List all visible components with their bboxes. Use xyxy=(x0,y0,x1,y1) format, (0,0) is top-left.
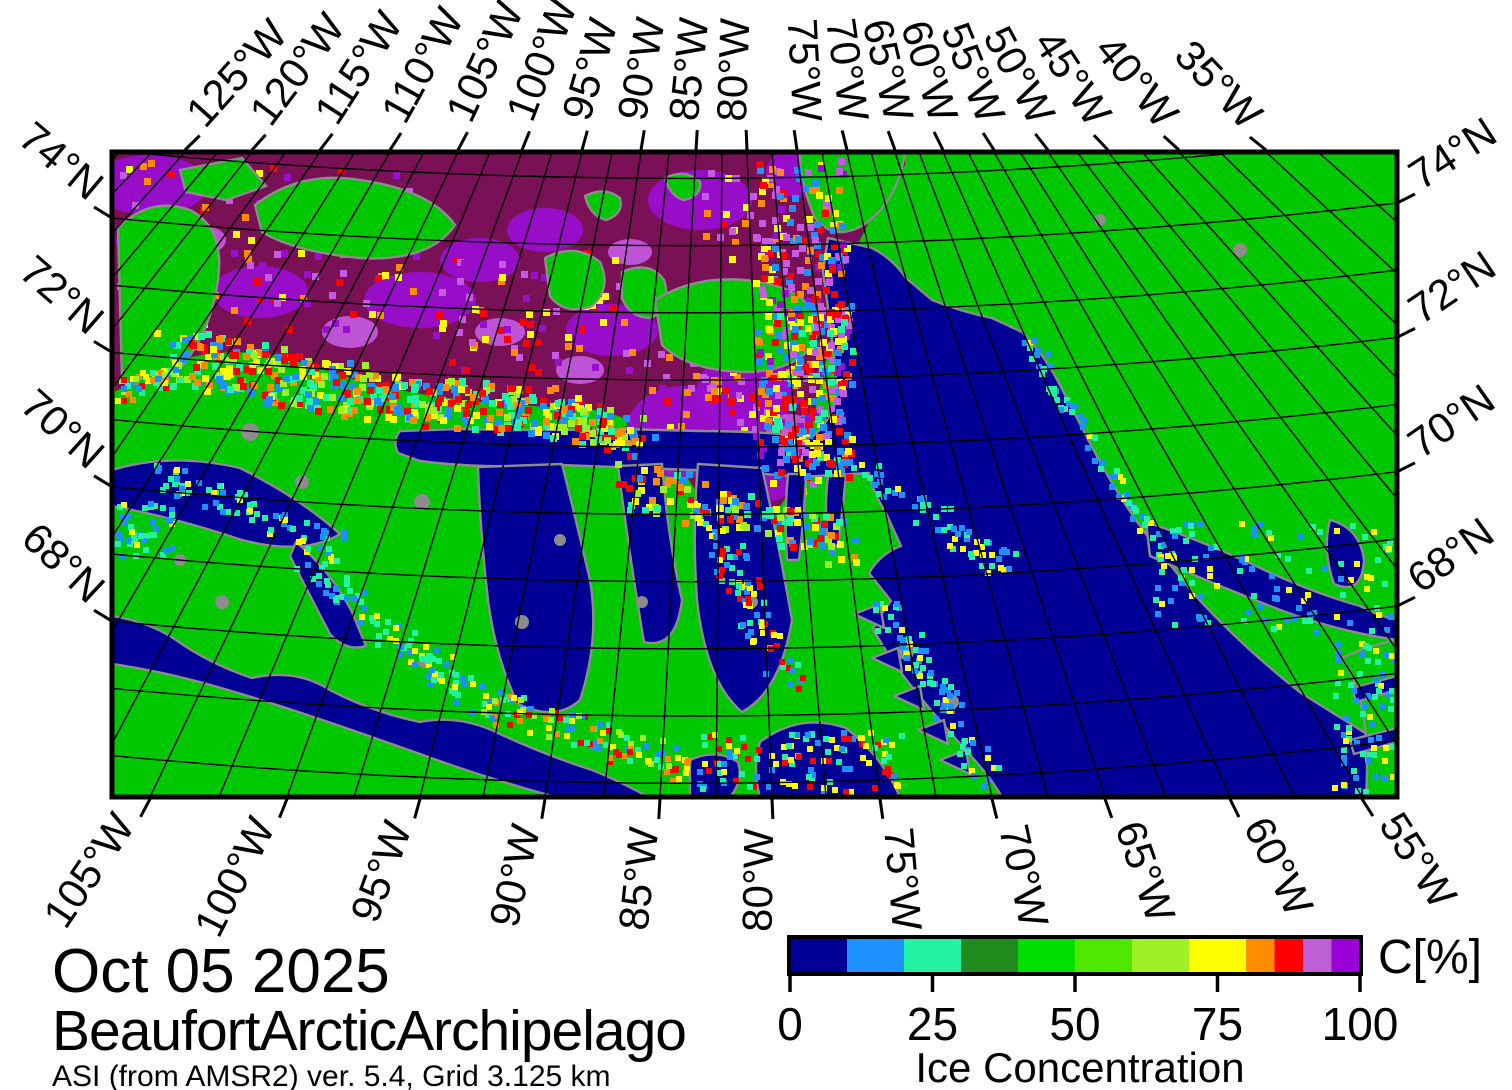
colorbar-segment xyxy=(1132,938,1189,973)
colorbar-segment xyxy=(1189,938,1246,973)
lat-label-left: 74°N xyxy=(10,113,112,209)
colorbar-ticks xyxy=(788,976,1362,992)
lon-label-bottom: 105°W xyxy=(34,804,144,935)
lon-label-bottom: 80°W xyxy=(733,828,782,932)
lat-label-right: 74°N xyxy=(1400,108,1504,199)
colorbar-segment xyxy=(847,938,904,973)
colorbar-tick-label: 50 xyxy=(1049,998,1100,1050)
lat-label-left: 70°N xyxy=(12,380,113,478)
lon-label-bottom: 70°W xyxy=(990,820,1057,931)
colorbar-segment xyxy=(961,938,1018,973)
lon-label-bottom: 90°W xyxy=(480,820,549,931)
axis-ticks xyxy=(93,129,1416,820)
lat-label-right: 68°N xyxy=(1399,508,1503,601)
lon-label-top: 35°W xyxy=(1166,31,1272,138)
lon-label-bottom: 85°W xyxy=(610,825,668,933)
lat-label-left: 72°N xyxy=(11,246,113,343)
lat-label-left: 68°N xyxy=(13,513,114,611)
colorbar-segment xyxy=(1331,938,1360,973)
map-content xyxy=(112,152,1397,797)
lon-label-bottom: 55°W xyxy=(1370,804,1466,916)
date-label: Oct 05 2025 xyxy=(52,937,390,1006)
lon-label-top: 85°W xyxy=(660,15,718,123)
colorbar-tick-label: 100 xyxy=(1322,998,1399,1050)
lon-label-top: 80°W xyxy=(708,17,759,122)
region-title: BeaufortArcticArchipelago xyxy=(52,999,686,1063)
colorbar-segment xyxy=(790,938,847,973)
map-frame xyxy=(109,149,1400,800)
colorbar-segment xyxy=(1303,938,1332,973)
colorbar-tick-label: 75 xyxy=(1192,998,1243,1050)
colorbar-axis-title: Ice Concentration xyxy=(915,1044,1244,1090)
colorbar-tick-labels: 0 25 50 75 100 xyxy=(777,998,1398,1050)
colorbar-segment xyxy=(904,938,961,973)
lon-label-bottom: 75°W xyxy=(875,825,931,932)
colorbar-segment xyxy=(1246,938,1275,973)
attribution-label: ASI (from AMSR2) ver. 5.4, Grid 3.125 km xyxy=(52,1060,611,1090)
graticule-grid xyxy=(112,152,1397,797)
colorbar-tick-label: 0 xyxy=(777,998,803,1050)
colorbar-tick-label: 25 xyxy=(907,998,958,1050)
lon-label-bottom: 60°W xyxy=(1235,810,1323,924)
colorbar-segment xyxy=(1274,938,1303,973)
lon-label-bottom: 65°W xyxy=(1106,815,1184,928)
colorbar-segments xyxy=(790,938,1360,973)
lon-label-bottom: 95°W xyxy=(341,815,421,928)
lat-label-right: 72°N xyxy=(1400,241,1504,332)
colorbar: 0 25 50 75 100 C[%] Ice Concentration xyxy=(777,931,1482,1090)
colorbar-unit-label: C[%] xyxy=(1378,931,1482,984)
lat-label-right: 70°N xyxy=(1399,375,1503,467)
colorbar-segment xyxy=(1075,938,1132,973)
lon-label-bottom: 100°W xyxy=(185,809,284,943)
lon-label-top: 75°W xyxy=(779,17,831,123)
title-block: Oct 05 2025 BeaufortArcticArchipelago AS… xyxy=(52,937,687,1090)
colorbar-segment xyxy=(1018,938,1075,973)
colorbar-border xyxy=(787,935,1363,976)
